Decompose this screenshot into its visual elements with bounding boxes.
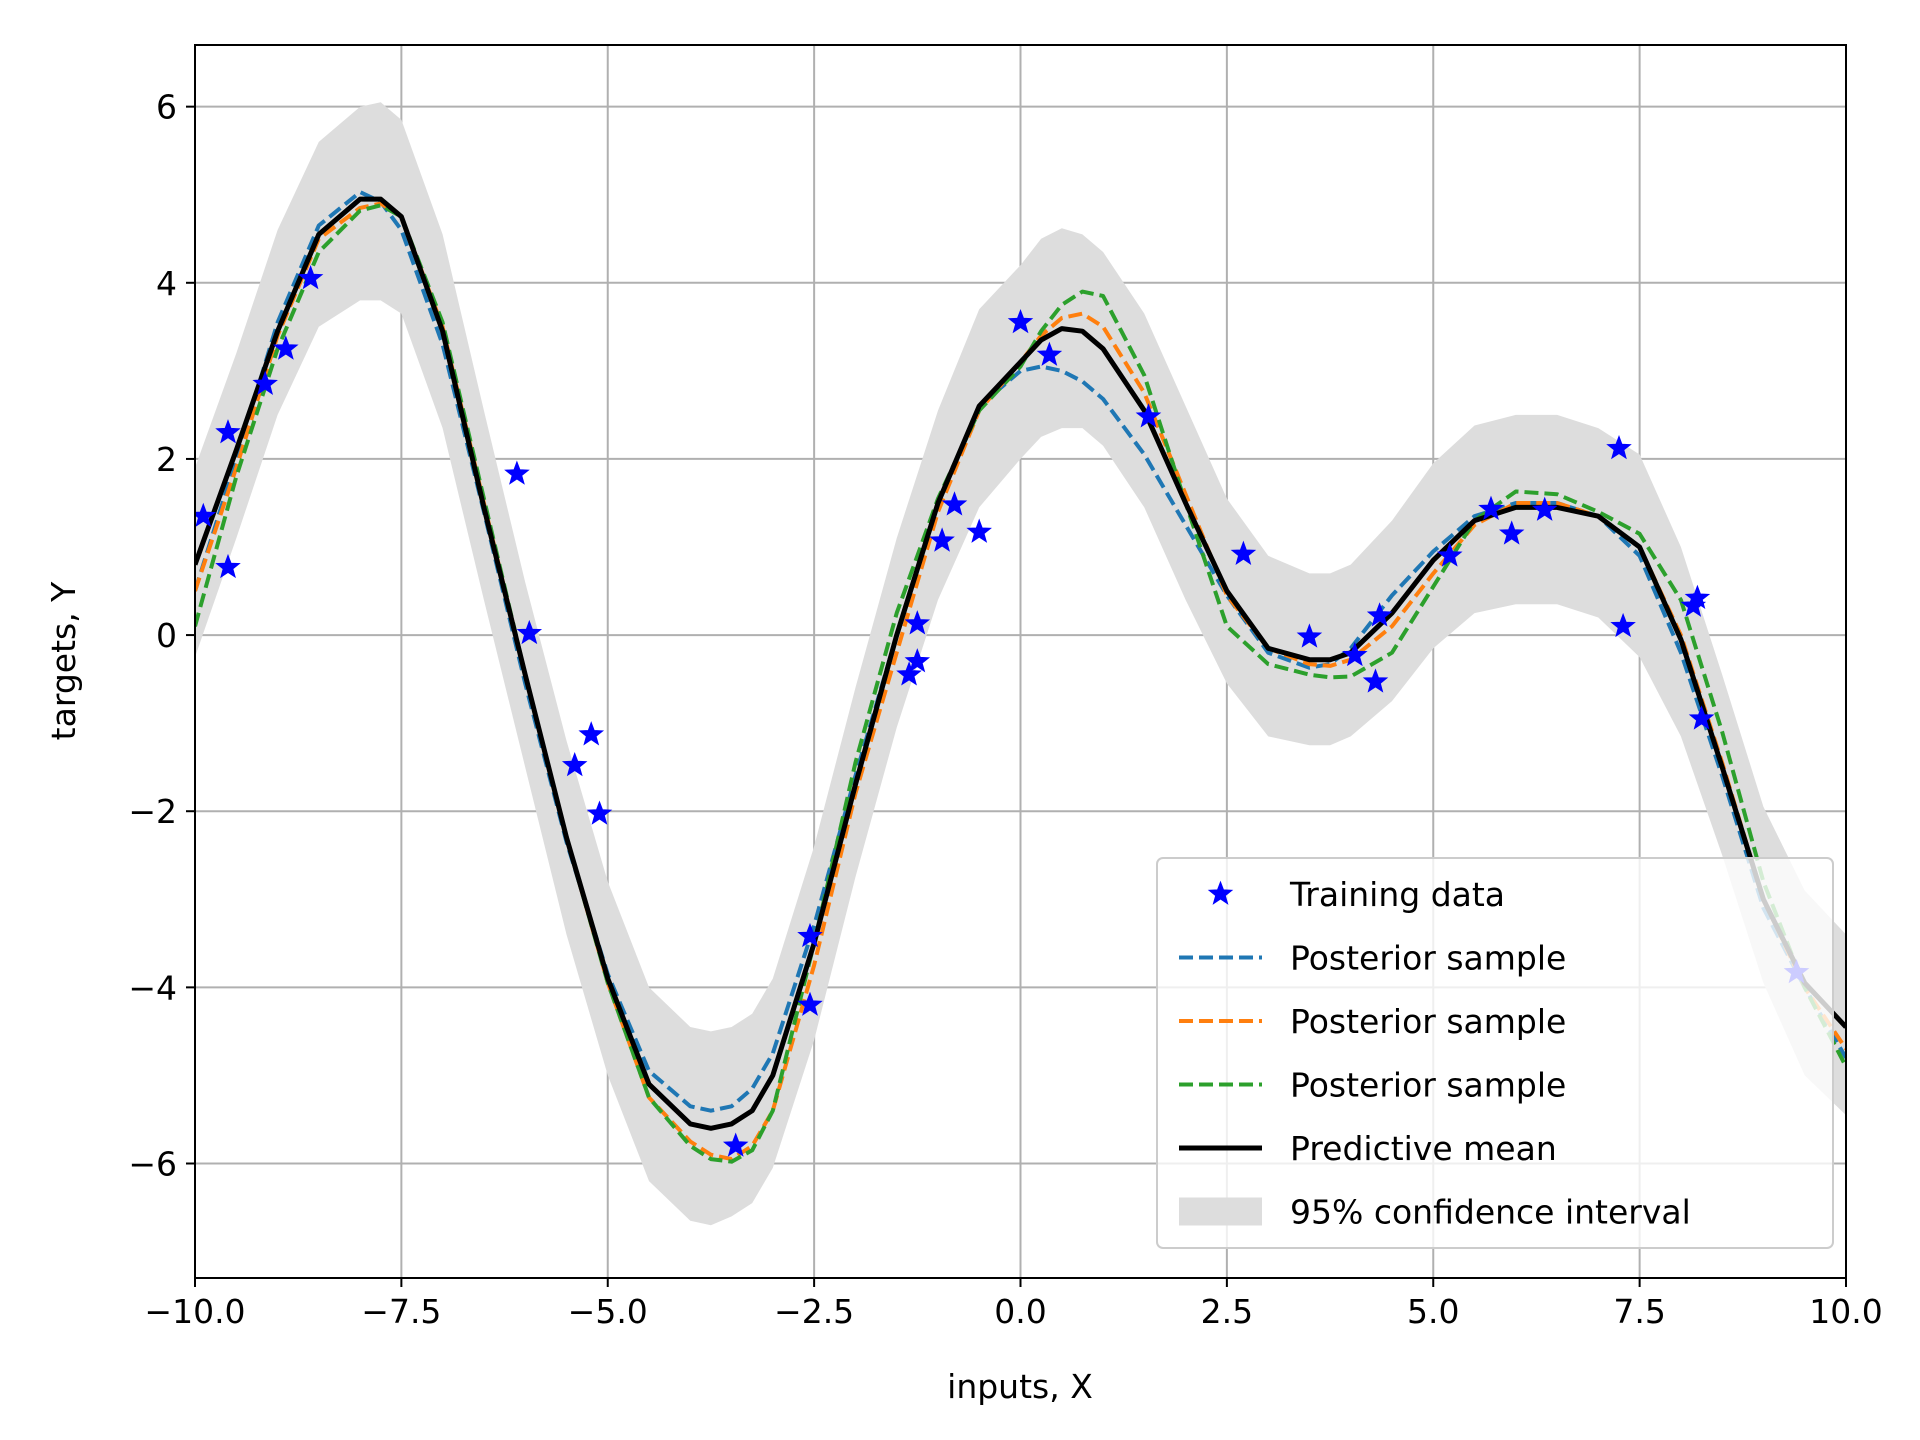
training-data-point bbox=[904, 610, 931, 635]
legend: Training data Posterior sample Posterior s… bbox=[1156, 857, 1834, 1249]
legend-label: Training data bbox=[1289, 875, 1505, 914]
predictive-mean-line bbox=[195, 196, 1846, 1131]
training-data-point bbox=[1531, 496, 1558, 521]
training-data-point bbox=[1478, 495, 1504, 520]
legend-star-marker bbox=[1207, 880, 1234, 905]
legend-label: 95% confidence interval bbox=[1290, 1193, 1691, 1232]
training-data-point bbox=[1036, 341, 1063, 366]
training-data-point bbox=[904, 648, 931, 673]
training-data-point bbox=[252, 370, 278, 395]
training-data-point bbox=[1230, 540, 1257, 565]
legend-band-swatch bbox=[1179, 1197, 1262, 1226]
training-data-point bbox=[273, 335, 299, 360]
training-data-point bbox=[722, 1132, 749, 1157]
confidence-band-layer bbox=[195, 102, 1846, 1226]
training-markers-layer bbox=[195, 264, 1810, 1157]
training-data-point bbox=[1296, 623, 1323, 648]
legend-label: Posterior sample bbox=[1290, 1002, 1566, 1041]
y-tick-label: −6 bbox=[128, 1145, 177, 1184]
y-tick-label: 0 bbox=[156, 616, 177, 655]
y-tick-label: 6 bbox=[156, 88, 177, 127]
training-data-point bbox=[1135, 403, 1162, 428]
axis-ticks: −10.0 −7.5 −5.0 −2.5 0.0 2.5 5.0 7.5 10.0 −6 −4 −2 0… bbox=[128, 88, 1882, 1331]
training-data-point bbox=[797, 922, 823, 948]
training-data-point bbox=[966, 518, 992, 543]
y-tick-label: −2 bbox=[128, 792, 177, 831]
x-tick-label: −2.5 bbox=[774, 1292, 854, 1331]
training-data-point bbox=[1606, 434, 1632, 460]
training-data-point bbox=[1498, 520, 1525, 545]
x-tick-label: 0.0 bbox=[994, 1292, 1046, 1331]
training-data-point bbox=[1362, 668, 1389, 693]
training-data-point bbox=[586, 800, 613, 825]
confidence-band bbox=[195, 102, 1846, 1226]
x-tick-label: −5.0 bbox=[568, 1292, 648, 1331]
series-lines-layer bbox=[195, 190, 1846, 1164]
training-data-point bbox=[561, 751, 588, 777]
training-data-point bbox=[797, 991, 823, 1016]
training-data-point bbox=[1436, 542, 1463, 567]
training-data-point bbox=[1366, 602, 1393, 627]
legend-label: Posterior sample bbox=[1290, 939, 1566, 978]
training-data-point bbox=[1007, 308, 1034, 334]
training-data-point bbox=[504, 460, 530, 485]
training-data-point bbox=[195, 502, 217, 528]
x-tick-label: −7.5 bbox=[361, 1292, 441, 1331]
legend-label: Predictive mean bbox=[1290, 1129, 1557, 1168]
y-tick-label: 2 bbox=[156, 440, 177, 479]
x-tick-label: −10.0 bbox=[144, 1292, 245, 1331]
training-data-point bbox=[215, 553, 241, 579]
training-data-point bbox=[215, 419, 241, 444]
training-data-point bbox=[297, 264, 324, 290]
x-tick-label: 10.0 bbox=[1809, 1292, 1882, 1331]
training-data-point bbox=[1610, 612, 1636, 638]
training-data-point bbox=[941, 491, 968, 516]
y-tick-label: 4 bbox=[156, 264, 177, 303]
x-axis-label: inputs, X bbox=[947, 1367, 1093, 1406]
y-axis-label: targets, Y bbox=[44, 581, 83, 741]
training-data-point bbox=[1684, 584, 1711, 609]
x-tick-label: 5.0 bbox=[1407, 1292, 1459, 1331]
x-tick-label: 7.5 bbox=[1613, 1292, 1665, 1331]
training-data-point bbox=[1342, 641, 1368, 667]
training-data-point bbox=[896, 661, 922, 686]
training-data-point bbox=[516, 619, 543, 645]
training-data-point bbox=[578, 721, 605, 746]
x-tick-label: 2.5 bbox=[1201, 1292, 1253, 1331]
training-data-point bbox=[929, 527, 955, 552]
y-tick-label: −4 bbox=[128, 968, 177, 1007]
legend-label: Posterior sample bbox=[1290, 1066, 1566, 1105]
legend-box bbox=[1156, 857, 1834, 1249]
training-data-point bbox=[1688, 705, 1715, 730]
